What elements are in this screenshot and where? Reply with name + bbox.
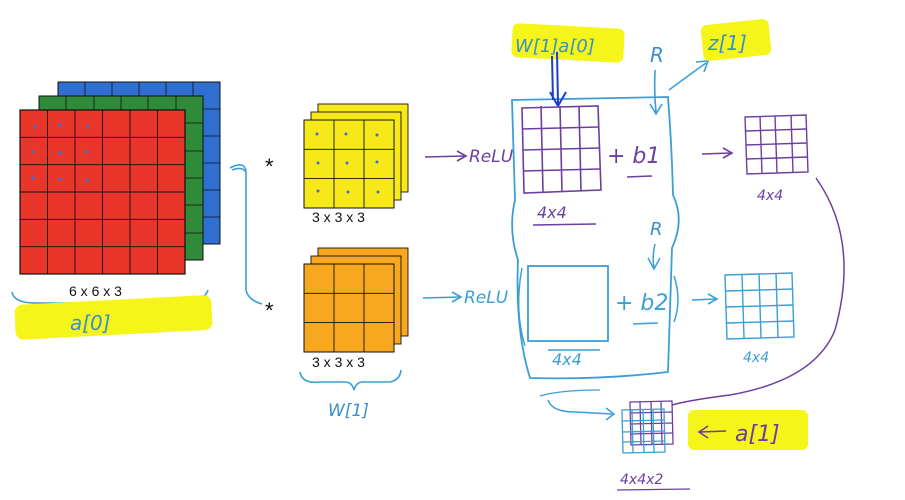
wa-down-arrow: [549, 51, 567, 109]
r-label-1: R: [650, 43, 664, 67]
linear-outline: [511, 96, 680, 380]
curve-from-output-2: [547, 399, 616, 421]
arrow-filter1-relu: [424, 150, 468, 162]
a1-highlight: [688, 410, 808, 450]
a0-highlight: [14, 295, 213, 340]
relu-label-2: ReLU: [464, 288, 509, 308]
z-arrow: [668, 60, 710, 91]
product-box-2: [527, 265, 609, 342]
arrow-to-output-2: [691, 293, 719, 305]
input-layer-red: [19, 109, 186, 275]
z-label: z[1]: [707, 31, 747, 55]
a1-label: a[1]: [735, 422, 780, 447]
size-label-bottom: 4x4: [552, 350, 582, 369]
wa-label: W[1]a[0]: [515, 36, 595, 57]
arrow-to-output-1: [701, 147, 734, 159]
filters-label: W[1]: [328, 401, 369, 421]
filters-brace: [299, 369, 402, 391]
bias-1: + b1: [607, 144, 660, 169]
product-grid-1: [521, 105, 602, 194]
a0-label-text: a[0]: [70, 311, 111, 335]
receptive-field-dots: [31, 123, 90, 182]
output-grid-1: [744, 114, 809, 175]
fork-connector: [229, 164, 263, 305]
conv-star-2: *: [265, 298, 274, 323]
bias-2-underline: [632, 322, 659, 325]
size-label-top: 4x4: [537, 203, 567, 222]
filter-2: [303, 247, 409, 353]
wa-highlight: [511, 23, 625, 63]
input-volume: [19, 81, 221, 275]
relu-label-1: ReLU: [469, 147, 514, 167]
stack-underline: [616, 488, 691, 491]
r-label-2: R: [650, 219, 663, 240]
filter-1: [303, 103, 409, 209]
filter-2-dims: 3 x 3 x 3: [312, 354, 365, 370]
output-grid-2: [724, 272, 795, 340]
bias-2: + b2: [615, 291, 668, 316]
stack-label: 4x4x2: [620, 472, 663, 488]
a1-arrow: [697, 425, 727, 439]
conv-star-1: *: [265, 154, 274, 179]
size-label-out2: 4x4: [743, 350, 769, 366]
filter-1-dims: 3 x 3 x 3: [312, 209, 365, 225]
input-dims-label: 6 x 6 x 3: [69, 283, 122, 299]
size-underline-top: [532, 223, 597, 226]
bias-1-underline: [626, 175, 653, 178]
r2-arrow: [647, 243, 661, 271]
curve-from-output-1: [671, 177, 845, 406]
arrow-filter2-relu: [422, 291, 463, 303]
r-arrow-down: [649, 69, 663, 116]
z-highlight: [700, 19, 772, 61]
size-label-out1: 4x4: [757, 188, 783, 204]
stacked-output: [621, 400, 674, 454]
